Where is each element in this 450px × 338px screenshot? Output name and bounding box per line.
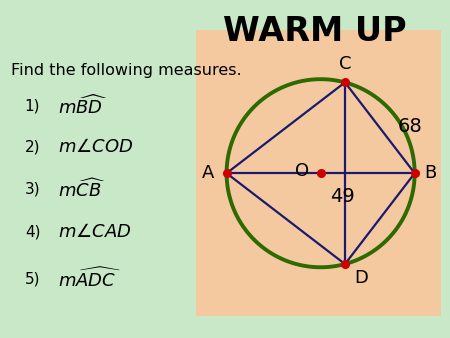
Text: C: C — [339, 55, 351, 73]
Text: 3): 3) — [25, 182, 40, 197]
Text: D: D — [355, 269, 368, 287]
Text: 2): 2) — [25, 140, 40, 154]
Text: $m\angle CAD$: $m\angle CAD$ — [58, 222, 132, 241]
Text: 4): 4) — [25, 224, 40, 239]
Text: 49: 49 — [330, 187, 355, 206]
Text: 1): 1) — [25, 99, 40, 114]
Text: B: B — [424, 164, 436, 182]
Text: $m\widehat{ADC}$: $m\widehat{ADC}$ — [58, 267, 122, 291]
Text: 68: 68 — [398, 117, 423, 136]
Text: $m\angle COD$: $m\angle COD$ — [58, 138, 134, 156]
Text: A: A — [202, 164, 214, 182]
Text: $m\widehat{CB}$: $m\widehat{CB}$ — [58, 178, 106, 201]
Text: $m\widehat{BD}$: $m\widehat{BD}$ — [58, 95, 108, 118]
Text: O: O — [295, 162, 309, 180]
Text: WARM UP: WARM UP — [223, 15, 407, 48]
Text: 5): 5) — [25, 271, 40, 286]
FancyBboxPatch shape — [196, 30, 441, 316]
Text: Find the following measures.: Find the following measures. — [11, 63, 242, 77]
